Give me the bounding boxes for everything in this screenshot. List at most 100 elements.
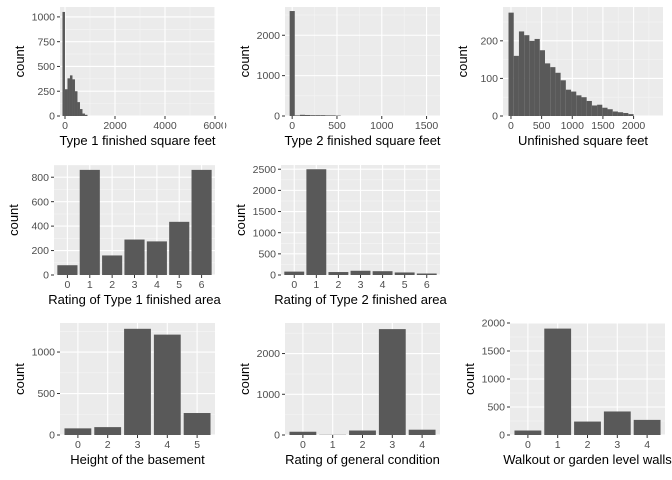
bars [508,12,634,116]
bar-5 [169,221,190,275]
histogram-bin [597,104,603,116]
histogram-bin [612,111,618,116]
x-tick-label: 3 [389,439,395,451]
histogram-bin [508,12,514,116]
bar-3 [124,328,151,435]
x-tick-label: 5 [176,279,182,291]
y-axis-title: count [462,363,477,395]
y-tick-label: 100 [480,73,498,85]
histogram-bin [84,114,88,116]
histogram-bin [310,115,316,116]
x-tick-label: 1000 [561,120,585,132]
x-axis-title: Type 1 finished square feet [59,133,215,148]
x-tick-label: 2 [109,279,115,291]
x-tick-label: 0 [291,279,297,291]
x-tick-label: 500 [328,120,346,132]
x-tick-label: 3 [614,439,620,451]
bar-6 [416,273,437,275]
histogram-bin [294,115,300,116]
bar-2 [94,427,122,435]
histogram-bin [623,112,629,116]
histogram-bin [77,102,80,116]
bars [514,328,661,435]
histogram-bin [67,78,70,116]
x-tick-label: 0 [64,279,70,291]
histogram-bin [581,97,587,116]
y-tick-label: 0 [270,270,276,282]
y-tick-label: 200 [480,35,498,47]
histogram-bin [320,115,326,116]
histogram-bin [565,89,572,116]
histogram-bin [602,107,608,116]
x-tick-label: 2000 [622,120,646,132]
histogram-bin [330,115,336,116]
y-tick-label: 2000 [257,30,281,42]
bar-5 [394,272,415,275]
bar-5 [183,413,211,435]
x-tick-label: 0 [289,120,295,132]
y-axis-title: count [6,204,21,236]
histogram-bin [555,72,561,116]
x-tick-label: 6 [424,279,430,291]
y-axis-title: count [237,45,252,77]
bar-4 [146,241,167,275]
x-tick-label: 3 [358,279,364,291]
column-clip [223,161,225,311]
x-tick-label: 1 [330,439,336,451]
y-tick-label: 1000 [32,12,56,24]
x-tick-label: 0 [508,120,514,132]
bar-0 [57,265,78,275]
y-axis-title: count [12,363,27,395]
y-axis-title: count [12,45,27,77]
bar-1 [544,328,572,435]
bars [289,329,436,435]
histogram-bin [571,91,577,116]
x-axis-title: Type 2 finished square feet [284,133,440,148]
y-tick-label: 750 [37,36,55,48]
bar-4 [633,419,661,435]
bar-3 [378,329,406,435]
x-tick-label: 4 [380,279,386,291]
x-tick-label: 3 [132,279,138,291]
bar-4 [408,429,436,435]
x-tick-label: 1 [87,279,93,291]
column-clip [223,3,225,152]
histogram-bin [576,95,582,116]
y-tick-label: 600 [31,196,49,208]
y-tick-label: 2500 [253,164,277,176]
bar-1 [79,169,100,275]
histogram-bin [539,50,545,116]
bar-0 [284,271,305,275]
bar-2 [349,430,376,435]
y-tick-label: 0 [49,430,55,442]
major-gridlines [60,7,215,116]
y-tick-label: 500 [487,402,505,414]
x-axis-title: Walkout or garden level walls [503,452,672,467]
histogram-bin [79,109,83,116]
y-tick-label: 2000 [257,348,281,360]
y-tick-label: 0 [274,111,280,123]
histogram-bin [72,79,75,116]
y-tick-label: 0 [274,430,280,442]
bar-6 [191,169,212,275]
histogram-bin [69,75,73,116]
x-tick-label: 1 [555,439,561,451]
panel-background [60,7,215,116]
bar-0 [289,431,317,435]
x-tick-label: 4 [164,439,170,451]
y-tick-label: 0 [492,111,498,123]
y-tick-label: 0 [499,430,505,442]
y-tick-label: 1000 [257,389,281,401]
bars [284,169,437,275]
x-axis-title: Height of the basement [70,452,205,467]
histogram-bin [617,112,624,116]
x-tick-label: 3 [135,439,141,451]
histogram-bin [544,63,551,116]
x-tick-label: 5 [402,279,408,291]
histogram-bin [64,89,68,116]
y-tick-label: 400 [31,221,49,233]
y-tick-label: 500 [37,61,55,73]
histogram-bin [529,40,535,116]
